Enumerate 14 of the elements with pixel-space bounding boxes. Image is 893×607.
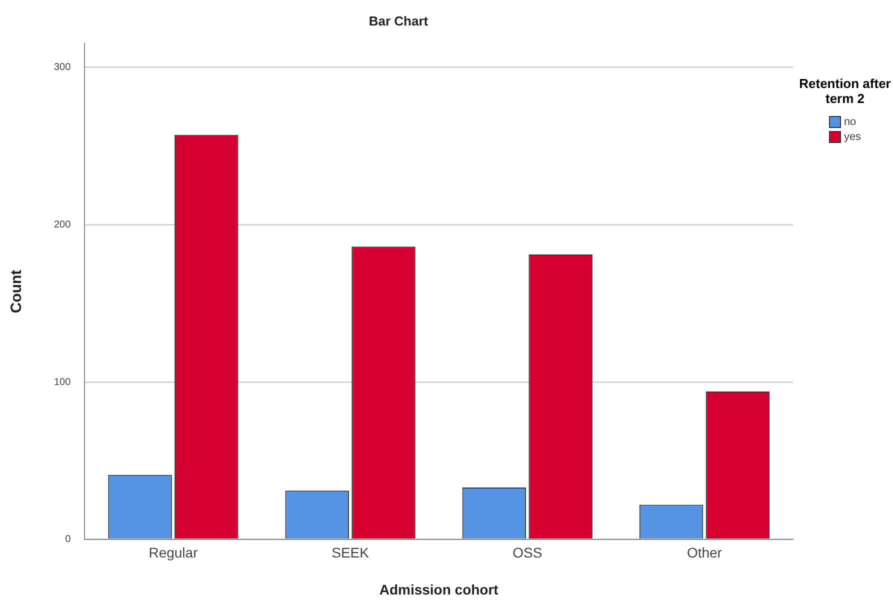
y-axis-title: Count <box>8 270 26 314</box>
legend-title: Retention after term 2 <box>799 76 891 106</box>
x-tick-label: Other <box>686 544 722 561</box>
x-tick-label: SEEK <box>332 544 370 561</box>
y-tick-label: 200 <box>54 219 72 230</box>
y-tick-label: 0 <box>65 534 72 546</box>
x-axis-title: Admission cohort <box>379 581 499 598</box>
y-tick-label: 100 <box>54 376 72 388</box>
chart-title: Bar Chart <box>368 13 429 28</box>
x-tick-label: Regular <box>148 544 198 561</box>
x-tick-label: OSS <box>512 544 542 561</box>
legend-label: no <box>844 116 856 128</box>
legend-label: yes <box>844 130 862 142</box>
y-tick-label: 300 <box>54 62 72 73</box>
